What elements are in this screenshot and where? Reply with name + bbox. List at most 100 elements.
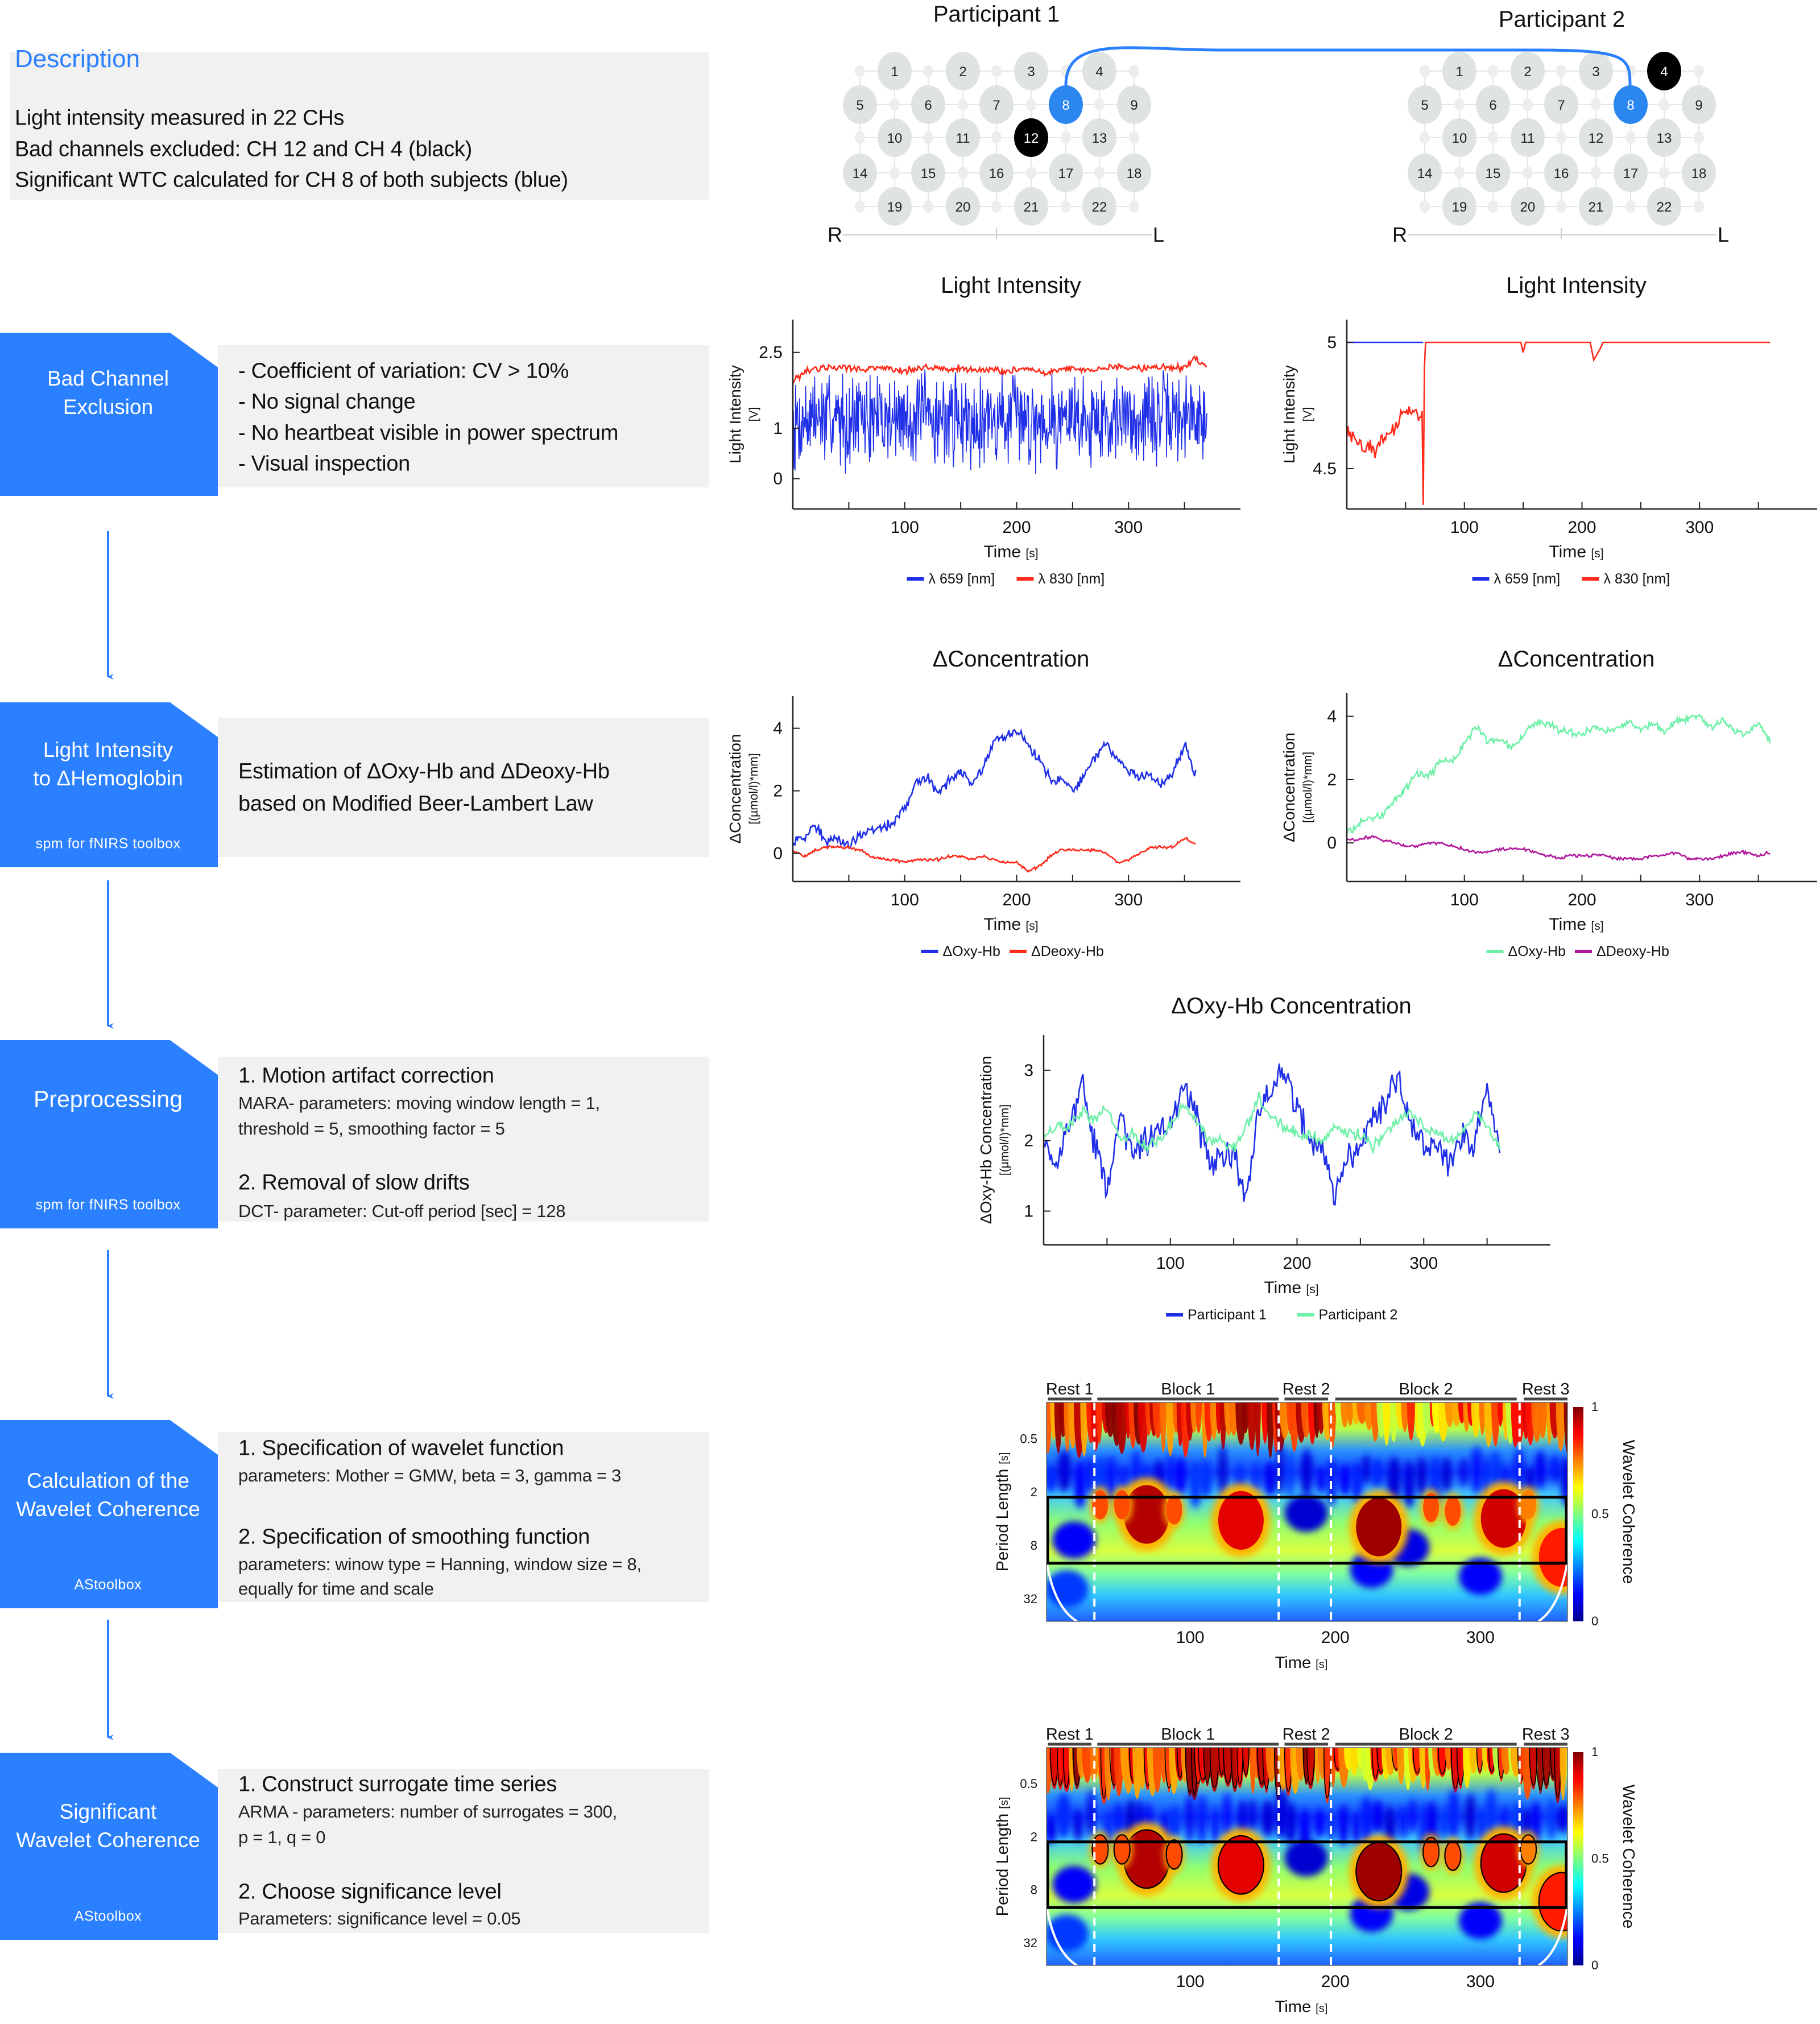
heatmap-cell: [1465, 1793, 1476, 1841]
heatmap-cell: [1267, 1402, 1274, 1459]
y-tick-label: 5: [1327, 333, 1337, 352]
channel-5-label: 5: [1421, 98, 1428, 113]
channel-11-label: 11: [956, 131, 970, 146]
step-title: Wavelet Coherence: [16, 1497, 200, 1521]
heatmap-cell: [1547, 1798, 1556, 1841]
step-content-heading: 2. Specification of smoothing function: [238, 1525, 590, 1549]
heatmap-cell: [1116, 1402, 1128, 1454]
x-tick-label: 300: [1466, 1628, 1495, 1647]
y-axis-label: Light Intensity: [726, 365, 744, 463]
x-tick-label: 200: [1321, 1628, 1350, 1647]
channel-7-circle: [1544, 85, 1578, 124]
channel-1-circle: [1442, 52, 1476, 90]
heatmap-cell: [1197, 1795, 1206, 1845]
x-axis-unit: [s]: [1025, 920, 1038, 933]
y-tick-label: 0: [773, 845, 783, 863]
segment-label: Block 1: [1161, 1725, 1215, 1744]
heatmap-cell: [1347, 1402, 1354, 1426]
heatmap-cell: [1199, 1460, 1213, 1497]
significance-contour: [1306, 1748, 1315, 1786]
x-axis-label: Time: [1264, 1278, 1301, 1297]
heatmap-cell: [1328, 1402, 1337, 1448]
y-tick-label: 2: [1327, 771, 1337, 789]
y-axis-label: Light Intensity: [1280, 365, 1298, 463]
heatmap-cell: [1399, 1805, 1408, 1839]
optode-dot: [1488, 65, 1498, 77]
colorbar-tick-label: 0: [1591, 1614, 1598, 1628]
y-tick-label: 1: [1024, 1202, 1033, 1221]
segment-label: Rest 2: [1283, 1725, 1330, 1744]
channel-2-circle: [1511, 52, 1545, 90]
step-title: Wavelet Coherence: [16, 1828, 200, 1852]
step-preprocessing-box: [0, 1040, 218, 1228]
y-axis-unit: [V]: [747, 407, 760, 422]
channel-10-circle: [1442, 118, 1476, 157]
optode-dot: [1591, 167, 1601, 179]
channel-12-label: 12: [1024, 131, 1039, 146]
colorbar-tick-label: 1: [1591, 1745, 1598, 1759]
optode-dot: [1094, 167, 1105, 179]
channel-17-label: 17: [1623, 166, 1639, 181]
channel-8-circle: [1614, 85, 1648, 124]
y-tick-label: 0: [773, 470, 783, 489]
plot-frame: [1046, 1747, 1568, 1966]
description-panel: [10, 52, 709, 200]
heatmap-cell: [1563, 1402, 1567, 1454]
channel-20-circle: [1511, 187, 1545, 226]
low-coherence-region: [1458, 1902, 1502, 1939]
channel-17-circle: [1614, 154, 1648, 192]
legend-label: ΔOxy-Hb: [943, 943, 1000, 959]
high-coherence-region: [1538, 1872, 1567, 1931]
step-title: to ΔHemoglobin: [33, 767, 183, 790]
heatmap-cell: [1087, 1790, 1095, 1839]
x-tick-label: 200: [1002, 891, 1031, 909]
x-tick-label: 300: [1114, 891, 1143, 909]
y-axis-unit: [(µmol/l)*mm]: [747, 753, 760, 824]
optode-dot: [1129, 131, 1139, 144]
cone-of-influence: [1537, 1905, 1567, 1965]
step-bad-channel-panel: [218, 345, 709, 487]
segment-label: Rest 3: [1522, 1380, 1570, 1398]
optode-dot: [855, 200, 865, 213]
step-title: Preprocessing: [33, 1086, 183, 1112]
step-hemoglobin-panel: [218, 718, 709, 857]
channel-8-label: 8: [1627, 98, 1634, 113]
heatmap-cell: [1046, 1465, 1058, 1492]
chart-conc_p1: 100 200 300 0 2 4 ΔConcentration Time [s] ΔConce…: [726, 647, 1240, 959]
optode-dot: [991, 65, 1002, 77]
legend: ΔOxy-Hb ΔDeoxy-Hb: [1486, 943, 1669, 959]
channel-1-label: 1: [891, 64, 898, 80]
heatmap-cell: [1384, 1806, 1396, 1847]
series-line-2: [793, 836, 1196, 873]
channel-13-label: 13: [1092, 131, 1107, 146]
heatmap-cell: [1537, 1748, 1544, 1794]
high-coherence-region: [1445, 1496, 1461, 1526]
x-tick-label: 100: [1176, 1972, 1205, 1991]
cone-of-influence: [1537, 1561, 1567, 1621]
y-tick-label: 2.5: [759, 343, 783, 362]
x-tick-label: 100: [891, 518, 919, 537]
high-coherence-region: [1356, 1842, 1402, 1901]
high-coherence-region: [1480, 1489, 1527, 1548]
step-content-param: DCT- parameter: Cut-off period [sec] = 1…: [238, 1201, 566, 1221]
step-title: Light Intensity: [43, 738, 173, 761]
heatmap-cell: [1556, 1804, 1567, 1832]
optode-dot: [1420, 131, 1430, 144]
x-tick-label: 100: [1450, 891, 1479, 909]
segment-label: Rest 2: [1283, 1380, 1330, 1398]
x-axis-label: Time: [983, 915, 1021, 934]
legend: λ 659 [nm] λ 830 [nm]: [1472, 571, 1670, 587]
heatmap-cell: [1490, 1451, 1501, 1491]
channel-5-circle: [843, 85, 877, 124]
low-coherence-region: [1458, 1558, 1502, 1595]
series-line-1: [793, 728, 1197, 850]
legend-label: λ 659 [nm]: [929, 571, 995, 587]
high-coherence-region: [1218, 1835, 1264, 1894]
participant-1-title: Participant 1: [933, 2, 1060, 27]
optode-dot: [991, 200, 1002, 213]
significance-contour: [1422, 1836, 1440, 1868]
channel-9-label: 9: [1130, 98, 1138, 113]
heatmap-cell: [1204, 1748, 1211, 1787]
colorbar-tick-label: 0.5: [1591, 1852, 1609, 1866]
colorbar-tick-label: 0: [1591, 1958, 1598, 1972]
